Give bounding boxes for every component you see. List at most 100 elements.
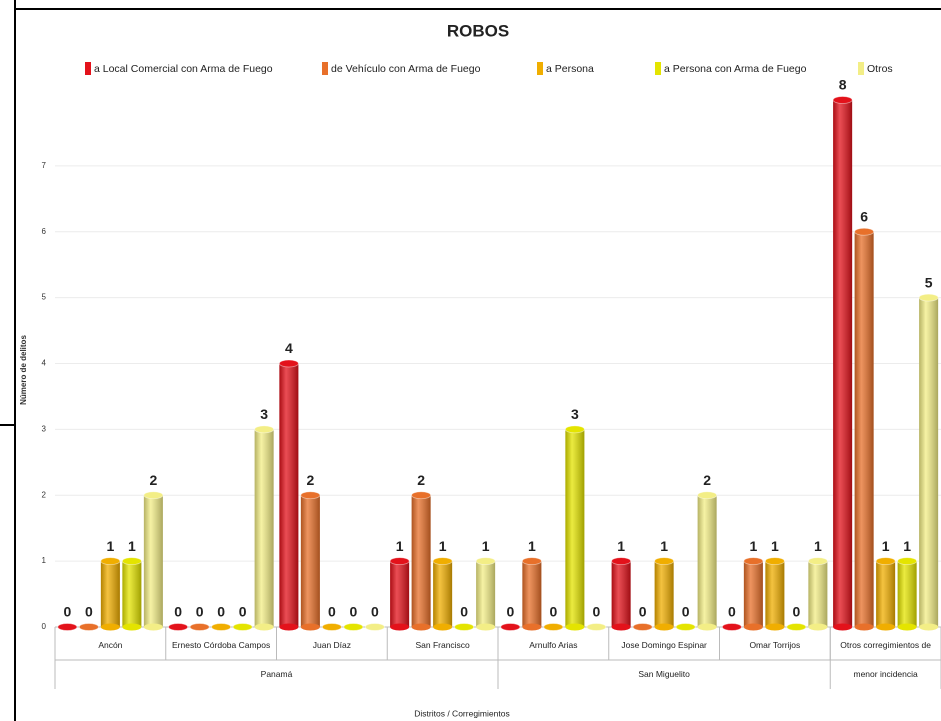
bar-base xyxy=(697,623,717,631)
legend-label: a Persona xyxy=(546,63,594,75)
x-tick-label: Omar Torrijos xyxy=(749,640,801,650)
bar-cap xyxy=(875,557,896,566)
value-label: 1 xyxy=(106,538,114,554)
bar-cap xyxy=(697,491,718,500)
y-tick-label: 5 xyxy=(42,293,47,302)
bar-shade xyxy=(919,297,939,627)
bar-base xyxy=(654,623,674,631)
bar-shade xyxy=(143,495,163,627)
x-tick-label: Otros corregimientos de menor incidencia xyxy=(840,640,931,679)
bar-cap xyxy=(100,557,121,566)
value-label: 0 xyxy=(639,604,647,620)
legend-label: a Persona con Arma de Fuego xyxy=(664,63,807,75)
value-label: 0 xyxy=(792,604,800,620)
value-label: 1 xyxy=(439,538,447,554)
bar-shade xyxy=(808,561,828,627)
y-tick-label: 1 xyxy=(42,556,47,565)
bar-cap xyxy=(743,557,764,566)
value-label: 1 xyxy=(617,538,625,554)
bar-cap xyxy=(78,623,99,631)
legend-label: Otros xyxy=(867,63,893,75)
legend-swatch xyxy=(85,62,91,75)
bar-base xyxy=(279,623,299,631)
bar-shade xyxy=(765,561,785,627)
bar-shade xyxy=(122,561,142,627)
bar-cap xyxy=(832,96,853,104)
bar-cap xyxy=(854,227,875,236)
value-label: 1 xyxy=(128,538,136,554)
value-label: 1 xyxy=(814,538,822,554)
bar-cap xyxy=(807,557,828,566)
bar-base xyxy=(390,623,410,631)
bar-cap xyxy=(121,557,142,566)
value-label: 3 xyxy=(260,406,268,422)
bar-cap xyxy=(500,623,521,631)
value-label: 0 xyxy=(460,604,468,620)
bar-cap xyxy=(278,359,299,368)
value-label: 2 xyxy=(703,472,711,488)
bar-shade xyxy=(565,429,585,627)
legend-swatch xyxy=(537,62,543,75)
bar-shade xyxy=(876,561,896,627)
bar-cap xyxy=(411,491,432,500)
y-tick-label: 7 xyxy=(42,161,47,170)
value-label: 0 xyxy=(328,604,336,620)
bar-shade xyxy=(476,561,496,627)
bar-shade xyxy=(522,561,542,627)
value-label: 0 xyxy=(549,604,557,620)
group-label: Panamá xyxy=(261,669,293,679)
bar-shade xyxy=(433,561,453,627)
bar-base xyxy=(254,623,274,631)
y-tick-label: 0 xyxy=(42,622,47,631)
value-label: 3 xyxy=(571,406,579,422)
bar-base xyxy=(808,623,828,631)
value-label: 0 xyxy=(592,604,600,620)
value-label: 0 xyxy=(174,604,182,620)
x-tick-label: Juan Díaz xyxy=(312,640,352,650)
value-label: 1 xyxy=(396,538,404,554)
value-label: 2 xyxy=(417,472,425,488)
bar-base xyxy=(122,623,142,631)
bar-cap xyxy=(189,623,210,631)
value-label: 0 xyxy=(196,604,204,620)
bar-shade xyxy=(254,429,274,627)
bar-cap xyxy=(721,623,742,631)
y-tick-label: 6 xyxy=(42,227,47,236)
bar-cap xyxy=(675,623,696,631)
bar-cap xyxy=(475,557,496,566)
value-label: 2 xyxy=(149,472,157,488)
x-tick-label: Jose Domingo Espinar xyxy=(621,640,707,650)
bar-cap xyxy=(764,557,785,566)
y-tick-label: 4 xyxy=(42,359,47,368)
bar-base xyxy=(100,623,120,631)
value-label: 5 xyxy=(925,274,933,290)
legend-swatch xyxy=(858,62,864,75)
bar-base xyxy=(565,623,585,631)
value-label: 4 xyxy=(285,340,293,356)
value-label: 1 xyxy=(749,538,757,554)
y-tick-label: 2 xyxy=(42,490,47,499)
bar-shade xyxy=(854,231,874,627)
bar-cap xyxy=(254,425,275,434)
bar-base xyxy=(743,623,763,631)
bar-shade xyxy=(897,561,917,627)
x-tick-label: Ernesto Córdoba Campos xyxy=(171,640,271,650)
bar-shade xyxy=(411,495,431,627)
bar-base xyxy=(433,623,453,631)
value-label: 0 xyxy=(349,604,357,620)
value-label: 1 xyxy=(882,538,890,554)
value-label: 0 xyxy=(682,604,690,620)
bar-shade xyxy=(611,561,631,627)
bar-base xyxy=(854,623,874,631)
bar-cap xyxy=(564,425,585,434)
bar-cap xyxy=(454,623,475,631)
bar-base xyxy=(143,623,163,631)
legend-label: de Vehículo con Arma de Fuego xyxy=(331,63,481,75)
group-label: San Miguelito xyxy=(638,669,690,679)
value-label: 2 xyxy=(306,472,314,488)
bar-cap xyxy=(611,557,632,566)
bar-cap xyxy=(364,623,385,631)
bar-base xyxy=(476,623,496,631)
